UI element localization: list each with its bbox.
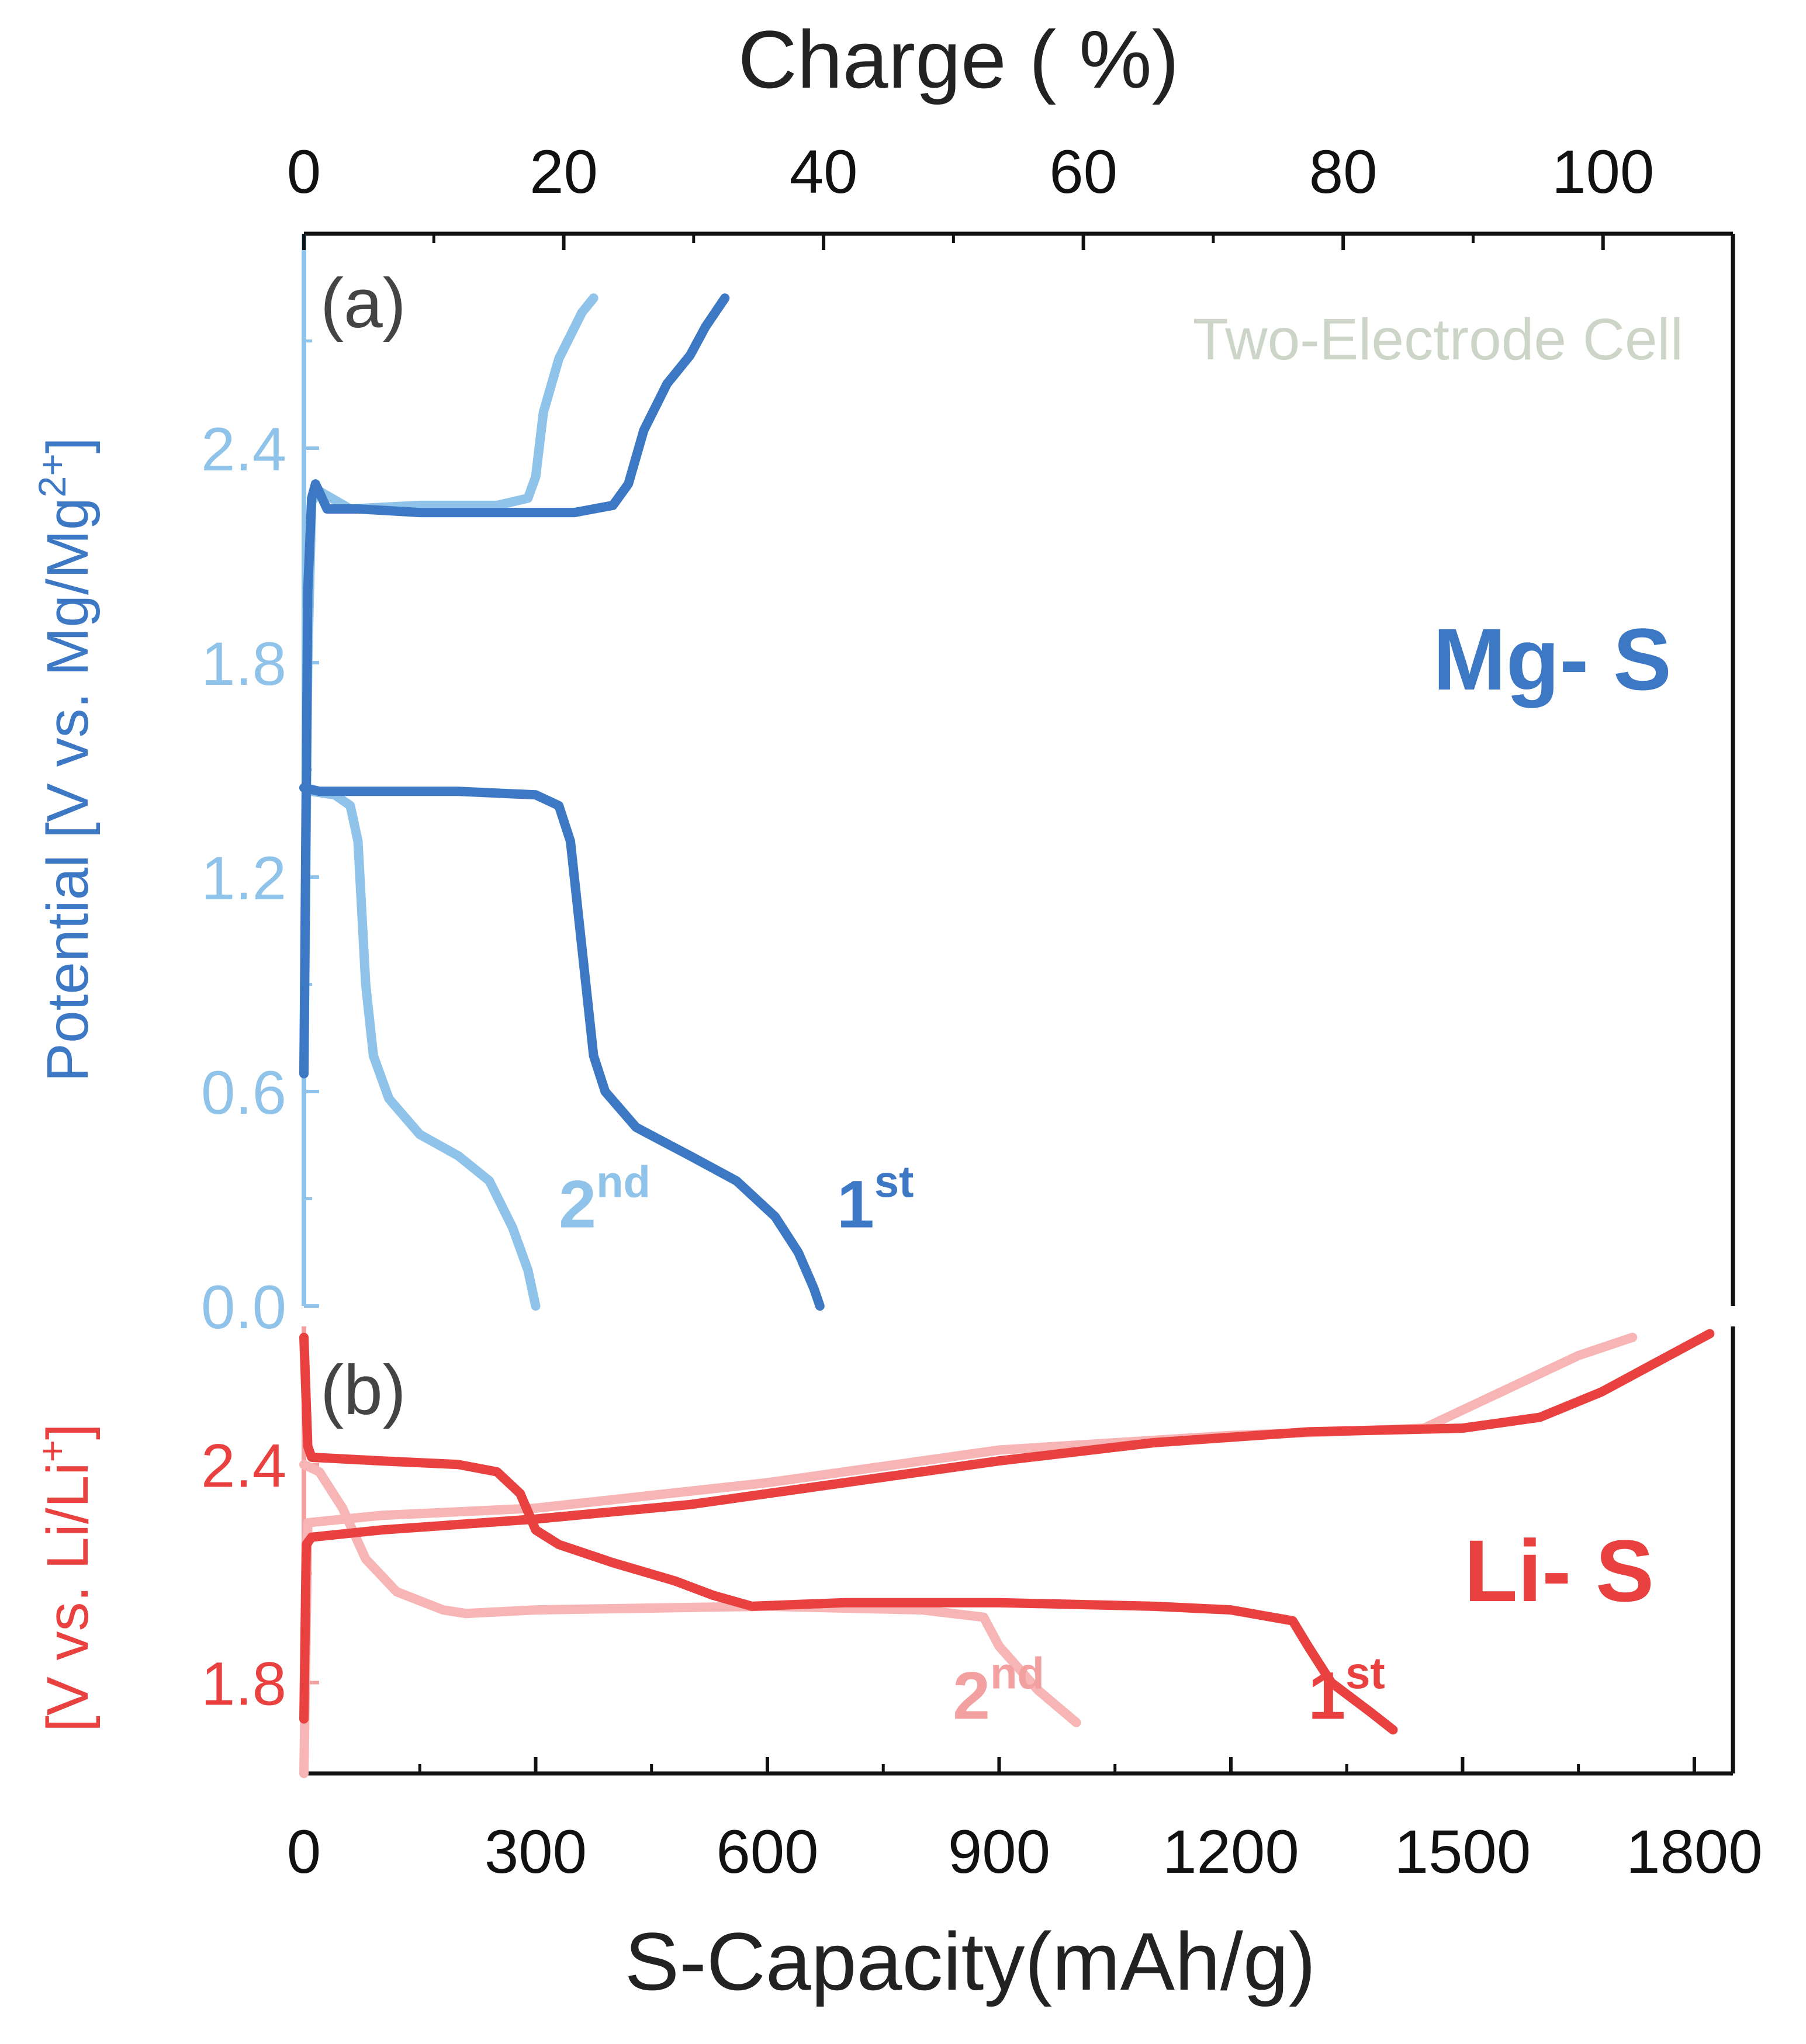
cycle-label-a: 2nd: [559, 1157, 651, 1242]
cycle-label-a-number: 1: [837, 1167, 874, 1242]
y-axis-title-a-close: ]: [35, 437, 101, 453]
top-axis-title: Charge ( %): [738, 13, 1179, 105]
cycle-label-b-number: 1: [1308, 1659, 1345, 1734]
mg-s-curve: [299, 783, 541, 1311]
x-tick-label: 300: [485, 1818, 587, 1886]
y-axis-title-a: Potential [V vs. Mg/Mg2+]: [30, 437, 101, 1082]
top-tick-label: 0: [287, 138, 321, 206]
y-tick-label-b: 1.8: [201, 1650, 286, 1719]
mg-s-label: Mg- S: [1433, 610, 1672, 708]
mg-s-curve: [299, 293, 730, 1079]
cycle-label-a: 1st: [837, 1157, 914, 1242]
mg-s-curve: [299, 783, 825, 1311]
li-s-label: Li- S: [1464, 1522, 1654, 1620]
li-s-curve: [299, 1329, 1715, 1724]
cycle-label-b-suffix: st: [1345, 1649, 1385, 1699]
x-axis-title: S-Capacity(mAh/g): [625, 1915, 1316, 2007]
y-tick-label-a: 2.4: [201, 415, 286, 484]
y-tick-label-a: 1.2: [201, 844, 286, 913]
y-tick-label-a: 0.0: [201, 1273, 286, 1342]
li-s-curve: [299, 1332, 1638, 1778]
cycle-label-b-suffix: nd: [990, 1649, 1044, 1699]
top-tick-label: 40: [790, 138, 858, 206]
x-tick-label: 1200: [1163, 1818, 1299, 1886]
panel-b-label: (b): [320, 1351, 406, 1429]
y-tick-label-a: 0.6: [201, 1059, 286, 1127]
y-axis-title-a-text: Potential [V vs. Mg/Mg: [35, 497, 101, 1082]
cycle-label-a-suffix: st: [874, 1157, 914, 1207]
cycle-label-b: 2nd: [953, 1649, 1044, 1734]
y-axis-title-b: [V vs. Li/Li+]: [30, 1423, 101, 1732]
top-tick-label: 20: [530, 138, 598, 206]
cycle-label-a-number: 2: [559, 1167, 596, 1242]
cycle-label-b-number: 2: [953, 1659, 990, 1734]
y-axis-title-b-sup: +: [30, 1440, 74, 1463]
x-tick-label: 1500: [1395, 1818, 1531, 1886]
top-tick-label: 100: [1552, 138, 1654, 206]
panel-a-label: (a): [320, 264, 406, 342]
x-tick-label: 1800: [1626, 1818, 1763, 1886]
y-tick-label-b: 2.4: [201, 1432, 286, 1500]
y-axis-title-a-sup: 2+: [30, 453, 74, 497]
y-axis-title-b-text: [V vs. Li/Li: [35, 1463, 101, 1732]
x-tick-label: 600: [716, 1818, 818, 1886]
x-tick-label: 900: [948, 1818, 1050, 1886]
two-electrode-annotation: Two-Electrode Cell: [1193, 307, 1683, 372]
top-tick-label: 60: [1049, 138, 1117, 206]
cycle-label-a-suffix: nd: [596, 1157, 651, 1207]
li-s-curve: [299, 1332, 1398, 1735]
cycle-label-b: 1st: [1308, 1649, 1385, 1734]
y-axis-title-b-close: ]: [35, 1423, 101, 1440]
y-tick-label-a: 1.8: [201, 630, 286, 698]
top-tick-label: 80: [1309, 138, 1378, 206]
x-tick-label: 0: [287, 1818, 321, 1886]
